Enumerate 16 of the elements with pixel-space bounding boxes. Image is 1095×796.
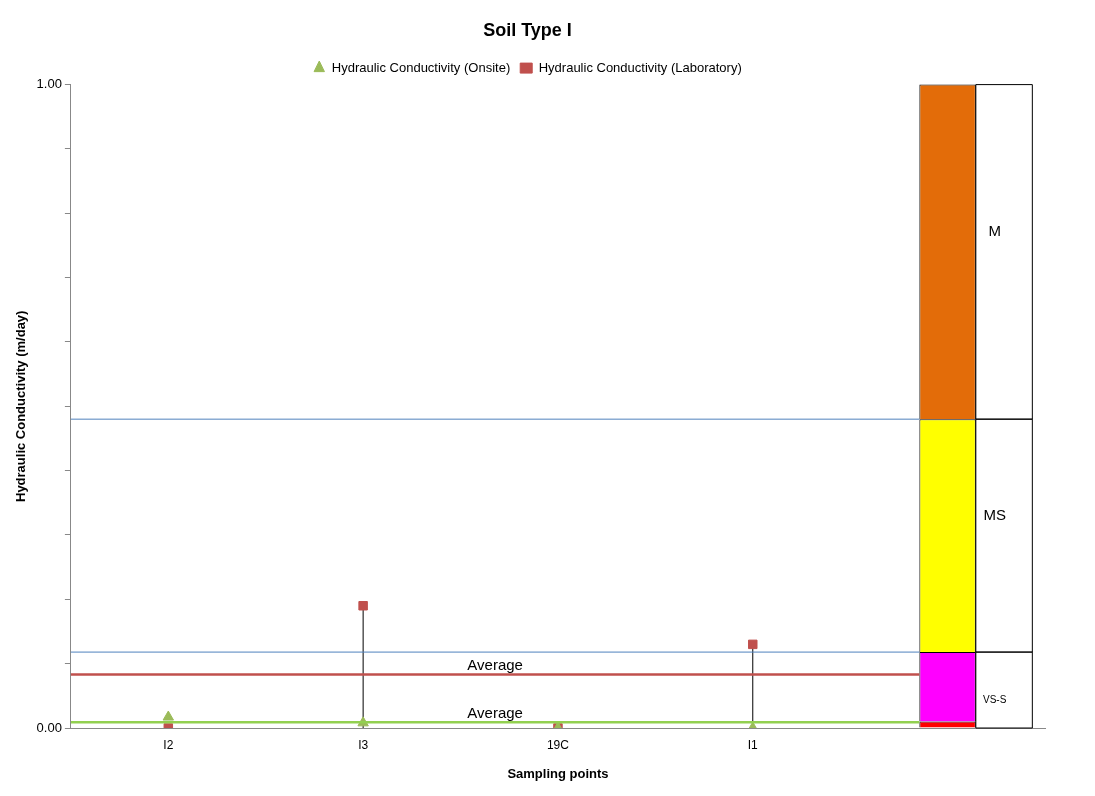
y-tick-label: 1.00 — [36, 76, 62, 92]
ref-line-label: Average — [467, 703, 523, 721]
legend-label: Hydraulic Conductivity (Onsite) — [331, 59, 511, 75]
x-tick-label: 19C — [546, 737, 570, 752]
x-tick-label: I3 — [358, 737, 369, 752]
x-tick-label: I2 — [163, 737, 174, 752]
x-axis-title: Sampling points — [507, 765, 609, 781]
y-axis-title: Hydraulic Conductivity (m/day) — [13, 310, 29, 503]
text: MS — [983, 505, 1006, 523]
y-tick-label: 0.00 — [36, 719, 62, 735]
ref-line-label: Average — [467, 656, 523, 674]
x-tick-label: I1 — [747, 737, 759, 752]
chart-title: Soil Type I — [483, 19, 572, 40]
text: M — [988, 222, 1001, 240]
legend-label: Hydraulic Conductivity (Laboratory) — [538, 59, 742, 75]
text: VS-S — [983, 693, 1007, 705]
